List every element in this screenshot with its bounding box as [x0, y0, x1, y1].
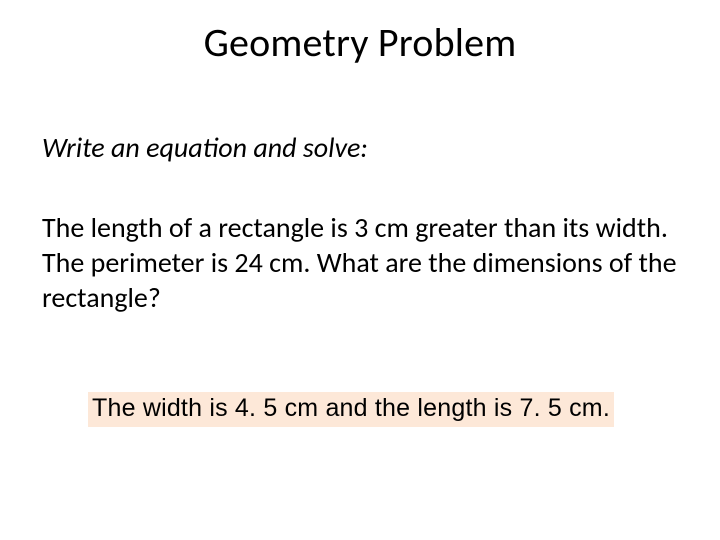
instruction-text: Write an equation and solve: — [42, 130, 682, 165]
answer-container: The width is 4. 5 cm and the length is 7… — [88, 392, 614, 427]
slide: Geometry Problem Write an equation and s… — [0, 0, 720, 540]
slide-title: Geometry Problem — [0, 18, 720, 67]
answer-text: The width is 4. 5 cm and the length is 7… — [88, 392, 614, 427]
problem-text: The length of a rectangle is 3 cm greate… — [42, 210, 682, 315]
